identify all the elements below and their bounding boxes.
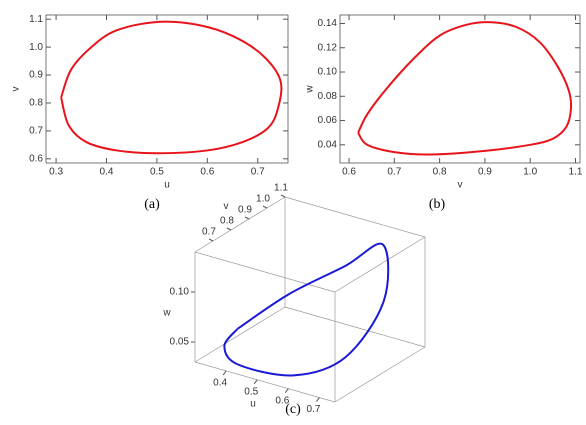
box-edge <box>334 346 426 403</box>
x-axis-label: v <box>458 180 463 191</box>
plot-frame <box>45 14 289 164</box>
v-tick-label: 1.0 <box>256 194 270 205</box>
u-tick-label: 0.6 <box>275 395 289 406</box>
box-edge <box>194 251 336 293</box>
caption: (a) <box>144 197 160 212</box>
v-tick <box>262 205 268 209</box>
w-axis-label: w <box>162 308 171 319</box>
w-tick-label: 0.10 <box>170 287 190 298</box>
y-axis-label: v <box>11 87 22 92</box>
x-tick-label: 0.7 <box>251 167 265 178</box>
u-tick <box>222 370 227 376</box>
y-tick-label: 0.08 <box>318 91 338 102</box>
y-tick-label: 0.14 <box>318 18 338 29</box>
box-edge <box>194 196 286 253</box>
x-tick-label: 1.0 <box>523 167 537 178</box>
x-tick-label: 0.3 <box>49 167 63 178</box>
v-axis-label: v <box>224 201 229 212</box>
u-axis-label: u <box>250 399 256 410</box>
v-tick-label: 0.9 <box>238 205 252 216</box>
box-edge <box>334 236 426 293</box>
u-tick-label: 0.4 <box>213 378 227 389</box>
caption: (b) <box>429 197 446 212</box>
x-tick-label: 0.8 <box>433 167 447 178</box>
limit-cycle-3d <box>223 242 390 377</box>
box-edge <box>194 361 336 403</box>
box-edge <box>284 196 426 238</box>
x-tick-label: 0.6 <box>342 167 356 178</box>
y-tick-label: 0.12 <box>318 42 338 53</box>
v-tick <box>244 216 250 220</box>
limit-cycle <box>60 20 283 155</box>
v-tick <box>208 238 214 242</box>
x-tick-label: 0.5 <box>150 167 164 178</box>
y-tick-label: 0.04 <box>318 139 338 150</box>
x-tick-label: 0.4 <box>100 167 114 178</box>
v-tick <box>280 194 286 198</box>
y-tick-label: 0.8 <box>29 98 43 109</box>
x-tick-label: 0.9 <box>478 167 492 178</box>
v-tick-label: 1.1 <box>274 183 288 194</box>
y-tick-label: 0.06 <box>318 115 338 126</box>
x-axis-label: u <box>164 180 170 191</box>
box-edge <box>194 306 286 363</box>
u-tick <box>284 388 289 393</box>
y-tick-label: 1.0 <box>29 42 43 53</box>
y-tick-label: 0.7 <box>29 126 43 137</box>
x-tick-label: 1.1 <box>569 167 583 178</box>
x-tick-label: 0.7 <box>387 167 401 178</box>
u-tick-label: 0.5 <box>244 386 258 397</box>
plot-frame <box>339 14 581 164</box>
x-tick-label: 0.6 <box>200 167 214 178</box>
u-tick <box>253 379 258 385</box>
y-tick-label: 1.1 <box>29 14 43 25</box>
y-axis-label: w <box>305 85 316 94</box>
v-tick-label: 0.8 <box>220 216 234 227</box>
box-edge <box>284 306 426 348</box>
y-tick-label: 0.6 <box>29 153 43 164</box>
y-tick-label: 0.9 <box>29 70 43 81</box>
v-tick-label: 0.7 <box>202 227 216 238</box>
y-tick-label: 0.10 <box>318 67 338 78</box>
limit-cycle <box>357 21 573 156</box>
v-tick <box>226 227 232 231</box>
caption: (c) <box>285 402 301 417</box>
w-tick-label: 0.05 <box>170 337 190 348</box>
u-tick <box>316 397 320 402</box>
u-tick-label: 0.7 <box>306 404 320 415</box>
